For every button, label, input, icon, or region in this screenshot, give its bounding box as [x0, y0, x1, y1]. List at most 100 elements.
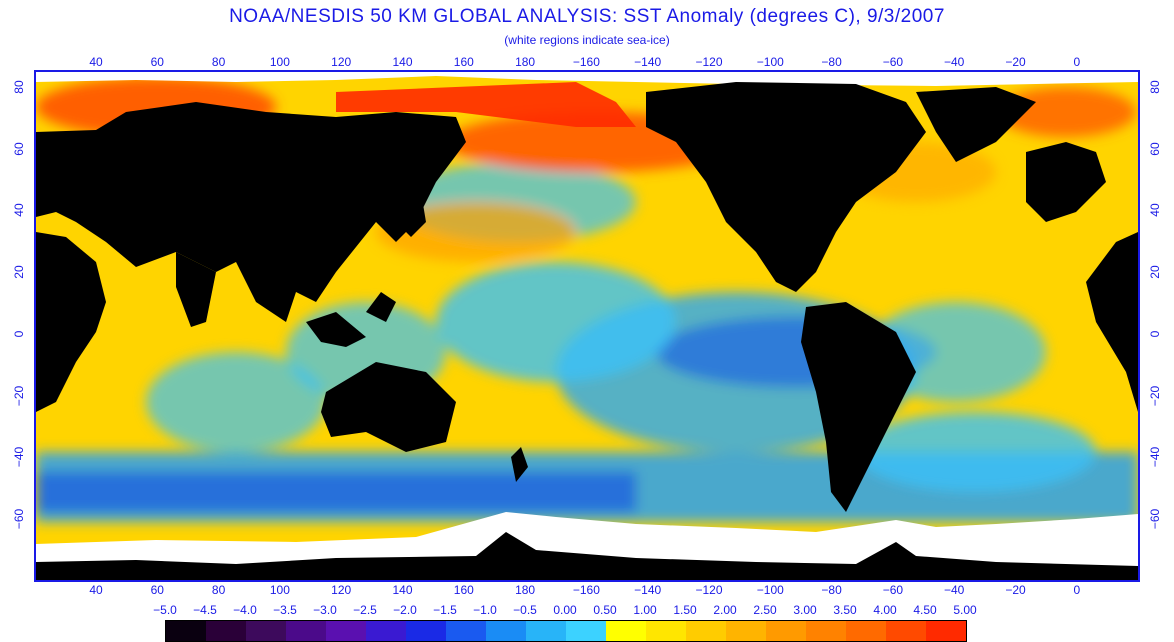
north-america — [646, 82, 926, 292]
latitude-label: 60 — [12, 142, 26, 156]
longitude-label: −100 — [756, 583, 784, 597]
legend-label: 2.00 — [713, 603, 737, 617]
legend-label: −0.5 — [513, 603, 537, 617]
legend-swatch — [806, 621, 846, 641]
latitude-label: 0 — [1148, 330, 1162, 338]
longitude-label: 160 — [453, 55, 474, 69]
legend-swatch — [686, 621, 726, 641]
legend-label: −1.0 — [473, 603, 497, 617]
longitude-label: −140 — [634, 583, 662, 597]
legend-label: −2.0 — [393, 603, 417, 617]
longitude-label: −20 — [1005, 583, 1026, 597]
longitude-label: 140 — [392, 583, 413, 597]
longitude-label: 60 — [150, 583, 164, 597]
south-america — [801, 302, 916, 512]
maritime-continent — [306, 292, 396, 347]
longitude-label: −80 — [821, 55, 842, 69]
latitude-label: −40 — [1148, 447, 1162, 468]
longitude-label: −120 — [695, 55, 723, 69]
greenland — [916, 87, 1036, 162]
longitude-label: −60 — [882, 55, 904, 69]
legend-swatch — [286, 621, 326, 641]
longitude-label: 40 — [89, 55, 103, 69]
japan — [401, 192, 426, 237]
new-zealand — [511, 447, 528, 482]
longitude-label: 0 — [1073, 55, 1081, 69]
longitude-label: −40 — [944, 583, 965, 597]
legend-label: 5.00 — [953, 603, 977, 617]
legend-swatch — [926, 621, 966, 641]
longitude-label: 180 — [515, 583, 536, 597]
longitude-label: 80 — [211, 583, 226, 597]
latitude-label: 20 — [1148, 265, 1162, 279]
legend-label: −2.5 — [353, 603, 377, 617]
legend-swatch — [366, 621, 406, 641]
legend-swatch — [206, 621, 246, 641]
continents — [36, 82, 1138, 512]
longitude-label: 140 — [392, 55, 413, 69]
longitude-label: 120 — [331, 583, 352, 597]
latitude-label: −20 — [1148, 385, 1162, 406]
longitude-label: 80 — [211, 55, 226, 69]
legend-label: 4.50 — [913, 603, 937, 617]
latitude-label: 80 — [1148, 80, 1162, 94]
longitude-label: −100 — [756, 55, 784, 69]
legend-label: −3.5 — [273, 603, 297, 617]
europe — [1026, 142, 1106, 222]
legend-swatch — [406, 621, 446, 641]
latitude-label: −60 — [12, 508, 26, 530]
legend-label: 1.50 — [673, 603, 697, 617]
longitude-label: −20 — [1005, 55, 1026, 69]
arctic-sea-ice — [36, 72, 1138, 86]
legend-swatch — [446, 621, 486, 641]
longitude-label: −80 — [821, 583, 842, 597]
longitude-label: −40 — [944, 55, 965, 69]
longitude-label: −60 — [882, 583, 904, 597]
legend-swatch — [846, 621, 886, 641]
latitude-label: 40 — [1148, 203, 1162, 218]
legend-label: −4.0 — [233, 603, 257, 617]
latitude-label: 20 — [12, 265, 26, 279]
legend-label: 3.00 — [793, 603, 817, 617]
legend-swatch — [326, 621, 366, 641]
latitude-label: 40 — [12, 203, 26, 218]
eurasia — [36, 102, 466, 322]
legend-label: 1.00 — [633, 603, 657, 617]
longitude-label: 160 — [453, 583, 474, 597]
latitude-label: −40 — [12, 447, 26, 468]
longitude-label: −160 — [572, 55, 600, 69]
antarctica — [36, 532, 1138, 580]
longitude-label: 180 — [515, 55, 536, 69]
latitude-label: 80 — [12, 80, 26, 94]
longitude-label: 120 — [331, 55, 352, 69]
longitude-label: 60 — [150, 55, 164, 69]
legend-label: 2.50 — [753, 603, 777, 617]
color-legend — [165, 620, 967, 642]
longitude-label: 100 — [269, 583, 290, 597]
legend-swatch — [646, 621, 686, 641]
map-title: NOAA/NESDIS 50 KM GLOBAL ANALYSIS: SST A… — [229, 6, 945, 27]
legend-label: −3.0 — [313, 603, 337, 617]
legend-swatch — [246, 621, 286, 641]
legend-swatch — [606, 621, 646, 641]
latitude-label: 0 — [12, 330, 26, 338]
legend-swatch — [566, 621, 606, 641]
legend-swatch — [726, 621, 766, 641]
legend-label: −5.0 — [153, 603, 177, 617]
longitude-label: 100 — [269, 55, 290, 69]
legend-label: 0.00 — [553, 603, 577, 617]
india — [176, 252, 216, 327]
arctic-warm-region — [336, 82, 636, 127]
latitude-label: 60 — [1148, 142, 1162, 156]
longitude-label: −140 — [634, 55, 662, 69]
legend-label: −4.5 — [193, 603, 217, 617]
sst-anomaly-map — [34, 70, 1140, 582]
longitude-label: 0 — [1073, 583, 1081, 597]
map-subtitle: (white regions indicate sea-ice) — [504, 33, 670, 47]
legend-swatch — [886, 621, 926, 641]
legend-swatch — [526, 621, 566, 641]
longitude-label: 40 — [89, 583, 103, 597]
map-canvas — [36, 72, 1138, 580]
legend-swatch — [486, 621, 526, 641]
longitude-label: −120 — [695, 583, 723, 597]
